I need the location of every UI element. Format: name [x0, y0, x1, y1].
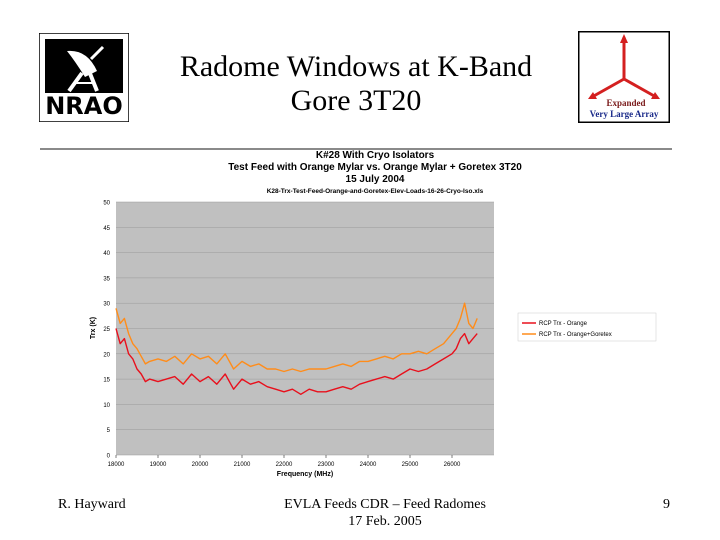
footer-author: R. Hayward	[58, 497, 126, 512]
chart-subtitle-line2: 15 July 2004	[346, 174, 405, 185]
evla-logo-line1: Expanded	[606, 98, 645, 108]
nrao-logo: NRAO	[38, 32, 130, 123]
chart-title: K#28 With Cryo Isolators	[316, 150, 435, 161]
x-tick-label: 23000	[318, 462, 335, 468]
x-tick-label: 18000	[108, 462, 125, 468]
y-tick-label: 45	[103, 226, 110, 232]
footer-event-line2: 17 Feb. 2005	[348, 514, 422, 529]
title-divider	[40, 148, 672, 150]
y-tick-label: 0	[107, 454, 111, 460]
y-tick-label: 20	[103, 352, 110, 358]
trx-chart: K#28 With Cryo Isolators Test Feed with …	[90, 150, 657, 478]
y-tick-label: 30	[103, 302, 110, 308]
nrao-logo-text: NRAO	[45, 92, 123, 120]
legend-box	[517, 312, 657, 342]
grid-lines	[115, 201, 494, 458]
evla-logo: Expanded Very Large Array	[578, 31, 670, 123]
y-tick-label: 40	[103, 251, 110, 257]
evla-logo-icon: Expanded Very Large Array	[578, 31, 670, 123]
legend: RCP Trx - Orange RCP Trx - Orange+Goretex	[517, 312, 657, 342]
x-tick-label: 24000	[360, 462, 377, 468]
evla-logo-line2: Very Large Array	[590, 109, 659, 119]
series-line-orange	[115, 328, 478, 396]
legend-entry: RCP Trx - Orange+Goretex	[539, 332, 612, 338]
y-tick-labels: 0 5 10 15 20 25 30 35 40 45 50	[103, 201, 110, 460]
x-tick-label: 19000	[150, 462, 167, 468]
footer-event: EVLA Feeds CDR – Feed Radomes 17 Feb. 20…	[260, 496, 510, 530]
slide-title-line1: Radome Windows at K-Band	[179, 50, 533, 83]
y-tick-label: 15	[103, 378, 110, 384]
series-layer	[115, 302, 478, 396]
series-line-orange-goretex	[115, 302, 478, 373]
y-tick-label: 5	[107, 428, 111, 434]
slide-title: Radome Windows at K-Band Gore 3T20	[140, 50, 572, 118]
y-tick-label: 25	[103, 327, 110, 333]
slide-title-line2: Gore 3T20	[290, 84, 422, 117]
y-tick-label: 35	[103, 276, 110, 282]
footer-page-number: 9	[663, 497, 670, 512]
y-tick-label: 10	[103, 403, 110, 409]
legend-entry: RCP Trx - Orange	[539, 321, 588, 327]
x-tick-labels: 18000 19000 20000 21000 22000 23000 24000 25000…	[108, 462, 461, 468]
x-tick-label: 22000	[276, 462, 293, 468]
y-axis-label: Trx (K)	[90, 317, 97, 339]
x-tick-label: 25000	[402, 462, 419, 468]
chart-subtitle-line1: Test Feed with Orange Mylar vs. Orange M…	[228, 162, 522, 173]
x-tick-label: 20000	[192, 462, 209, 468]
nrao-logo-icon: NRAO	[38, 32, 130, 123]
y-tick-label: 50	[103, 201, 110, 207]
x-axis-label: Frequency (MHz)	[277, 471, 333, 478]
x-tick-label: 26000	[444, 462, 461, 468]
footer-event-line1: EVLA Feeds CDR – Feed Radomes	[284, 497, 486, 512]
x-tick-label: 21000	[234, 462, 251, 468]
chart-filename: K28-Trx-Test-Feed-Orange-and-Goretex-Ele…	[267, 188, 484, 195]
